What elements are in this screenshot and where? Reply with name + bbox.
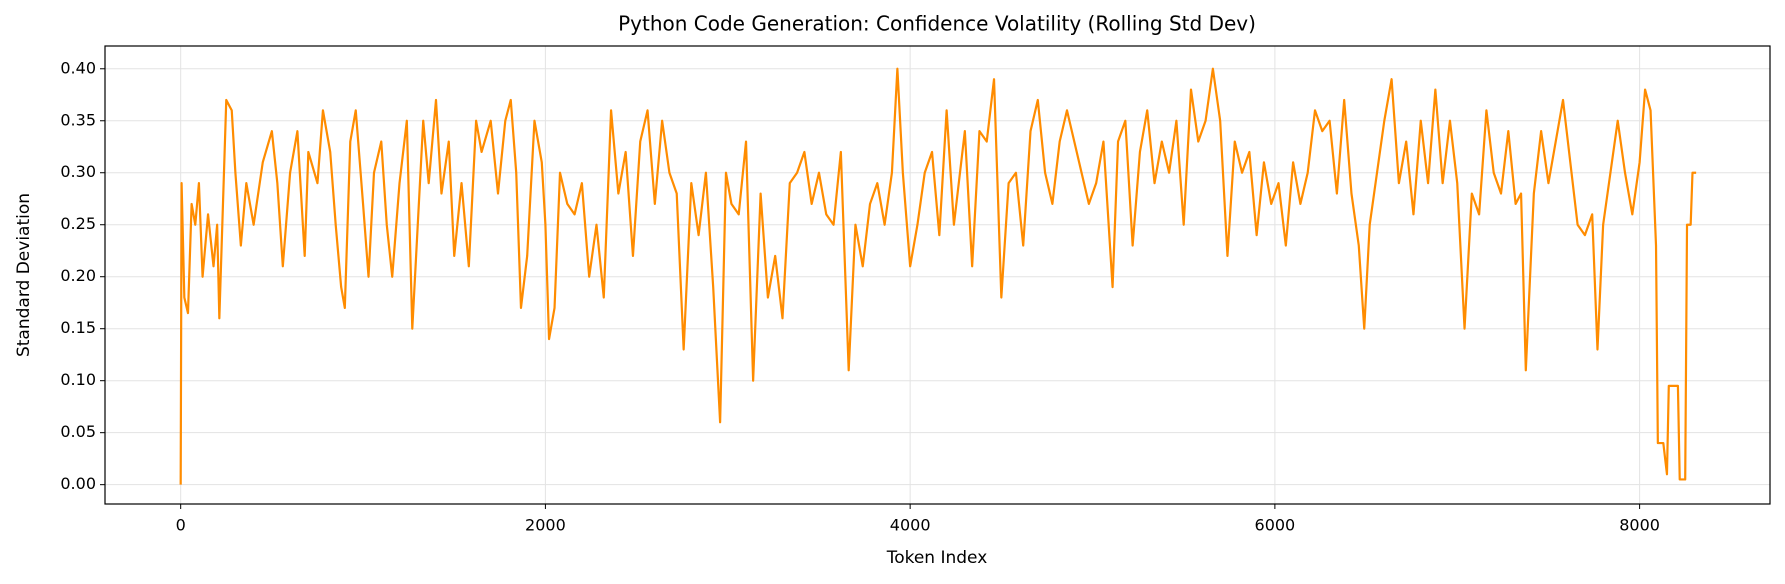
- x-axis-label: Token Index: [886, 548, 988, 568]
- x-tick-label: 8000: [1619, 516, 1660, 535]
- y-axis-label: Standard Deviation: [14, 193, 34, 357]
- y-tick-label: 0.30: [60, 162, 96, 181]
- y-tick-label: 0.20: [60, 266, 96, 285]
- data-line: [179, 67, 1697, 485]
- chart-title: Python Code Generation: Confidence Volat…: [618, 12, 1256, 36]
- y-tick-label: 0.00: [60, 474, 96, 493]
- x-tick-label: 0: [176, 516, 186, 535]
- x-tick-label: 6000: [1255, 516, 1296, 535]
- y-tick-label: 0.10: [60, 370, 96, 389]
- y-tick-label: 0.15: [60, 318, 96, 337]
- x-tick-label: 2000: [525, 516, 566, 535]
- plot-frame: [104, 45, 1771, 505]
- y-tick-label: 0.25: [60, 214, 96, 233]
- y-tick-label: 0.40: [60, 58, 96, 77]
- y-tick-label: 0.35: [60, 110, 96, 129]
- y-tick-label: 0.05: [60, 422, 96, 441]
- x-tick-label: 4000: [890, 516, 931, 535]
